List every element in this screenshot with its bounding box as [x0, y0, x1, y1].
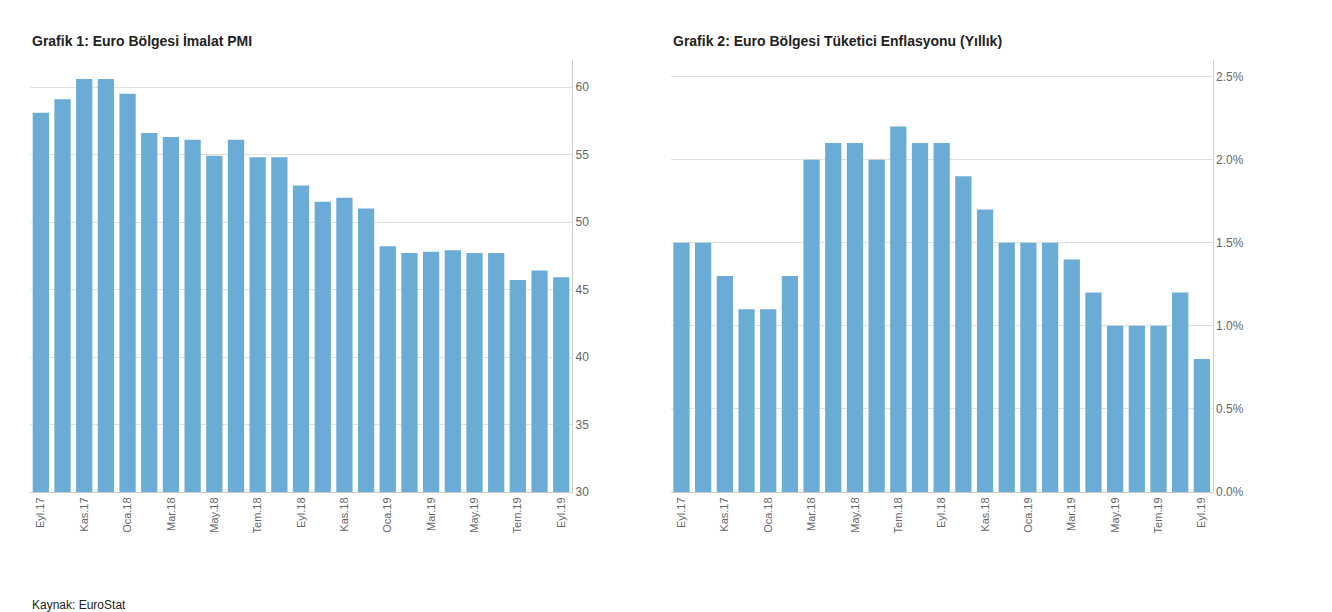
svg-text:May.18: May.18 [849, 497, 861, 532]
svg-text:Tem.19: Tem.19 [511, 497, 523, 533]
svg-text:Mar.18: Mar.18 [805, 497, 817, 531]
svg-text:40: 40 [575, 350, 589, 364]
svg-text:1.5%: 1.5% [1216, 236, 1244, 250]
svg-text:Kas.17: Kas.17 [78, 497, 90, 531]
svg-text:Eyl.17: Eyl.17 [675, 497, 687, 528]
svg-text:May.19: May.19 [1109, 497, 1121, 532]
svg-text:30: 30 [575, 485, 589, 499]
svg-text:Kas.18: Kas.18 [979, 497, 991, 531]
svg-text:35: 35 [575, 418, 589, 432]
svg-text:0.5%: 0.5% [1216, 402, 1244, 416]
svg-text:Eyl.18: Eyl.18 [295, 497, 307, 528]
svg-text:May.19: May.19 [468, 497, 480, 532]
svg-text:Eyl.19: Eyl.19 [555, 497, 567, 528]
svg-text:45: 45 [575, 283, 589, 297]
svg-text:Eyl.17: Eyl.17 [34, 497, 46, 528]
svg-text:50: 50 [575, 215, 589, 229]
svg-text:Kas.18: Kas.18 [338, 497, 350, 531]
svg-text:Tem.18: Tem.18 [251, 497, 263, 533]
svg-text:1.0%: 1.0% [1216, 319, 1244, 333]
svg-text:0.0%: 0.0% [1216, 485, 1244, 499]
svg-text:Mar.19: Mar.19 [1065, 497, 1077, 531]
svg-text:Grafik 2: Euro Bölgesi Tüketic: Grafik 2: Euro Bölgesi Tüketici Enflasyo… [673, 33, 1002, 49]
svg-text:Mar.19: Mar.19 [425, 497, 437, 531]
svg-text:60: 60 [575, 80, 589, 94]
svg-text:Oca.19: Oca.19 [1022, 497, 1034, 532]
svg-text:55: 55 [575, 148, 589, 162]
svg-text:Kas.17: Kas.17 [718, 497, 730, 531]
svg-text:Oca.19: Oca.19 [381, 497, 393, 532]
svg-text:Kaynak: EuroStat: Kaynak: EuroStat [32, 598, 126, 612]
svg-text:May.18: May.18 [208, 497, 220, 532]
svg-text:Mar.18: Mar.18 [165, 497, 177, 531]
svg-text:Eyl.19: Eyl.19 [1195, 497, 1207, 528]
svg-text:Tem.19: Tem.19 [1152, 497, 1164, 533]
svg-text:Oca.18: Oca.18 [762, 497, 774, 532]
svg-text:Tem.18: Tem.18 [892, 497, 904, 533]
svg-text:2.0%: 2.0% [1216, 153, 1244, 167]
svg-text:Grafik 1: Euro Bölgesi İmalat: Grafik 1: Euro Bölgesi İmalat PMI [32, 33, 252, 49]
svg-text:2.5%: 2.5% [1216, 70, 1244, 84]
svg-text:Oca.18: Oca.18 [121, 497, 133, 532]
svg-text:Eyl.18: Eyl.18 [935, 497, 947, 528]
